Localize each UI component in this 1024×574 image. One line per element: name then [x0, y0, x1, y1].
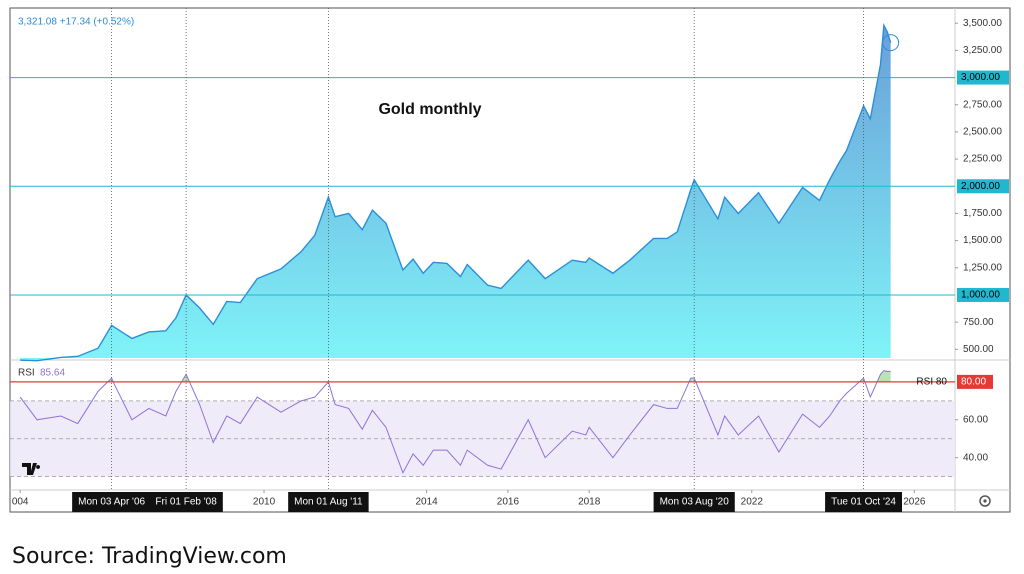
crosshair-label-box [653, 492, 735, 512]
x-tick-label: 004 [12, 497, 29, 508]
price-label: 1,000.00 [961, 290, 1000, 301]
price-label-box [957, 70, 1009, 85]
price-label-box [957, 179, 1009, 194]
crosshair-label: Tue 01 Oct '24 [831, 497, 896, 508]
y-tick-label: 1,750.00 [963, 208, 1002, 219]
y-tick-label: 3,500.00 [963, 18, 1002, 29]
y-tick-label: 3,250.00 [963, 45, 1002, 56]
tradingview-logo [22, 463, 41, 475]
source-caption: Source: TradingView.com [12, 544, 287, 569]
last-price-marker [882, 34, 900, 52]
y-tick-label: 750.00 [963, 317, 994, 328]
price-label-box [957, 287, 1009, 302]
crosshair-label: Mon 01 Aug '11 [294, 497, 363, 508]
x-tick-label: 2018 [578, 497, 601, 508]
crosshair-label: Fri 01 Feb '08 [155, 497, 217, 508]
price-area [20, 25, 891, 361]
y2-tick-label: 40.00 [963, 452, 988, 463]
chart: 500.00 750.00 1,250.00 1,500.00 1,750.00 2,25… [9, 7, 1011, 513]
crosshair-label: Mon 03 Apr '06 [78, 497, 145, 508]
rsi-threshold-box [957, 374, 993, 389]
crosshair-label: Mon 03 Aug '20 [660, 497, 730, 508]
rsi-line [19, 369, 891, 475]
y-tick-label: 1,250.00 [963, 262, 1002, 273]
y-tick-label: 1,500.00 [963, 235, 1002, 246]
y2-tick-label: 60.00 [963, 414, 988, 425]
x-tick-label: 2014 [415, 497, 438, 508]
y-tick-label: 2,500.00 [963, 127, 1002, 138]
x-tick-label: 2010 [253, 497, 276, 508]
price-line [20, 22, 892, 362]
chart-title: Gold monthly [378, 101, 481, 118]
x-tick-label: 2026 [903, 497, 926, 508]
chart-frame [9, 7, 1011, 513]
price-label: 2,000.00 [961, 181, 1000, 192]
crosshair-label-box [825, 492, 903, 512]
rsi-label: RSI [18, 368, 35, 379]
rsi-threshold-label: 80.00 [961, 377, 986, 388]
crosshair-label-box [149, 492, 223, 512]
rsi-last-value: 85.64 [40, 368, 65, 379]
crosshair-label-box [72, 492, 152, 512]
crosshair-label-box [288, 492, 369, 512]
price-label: 3,000.00 [961, 72, 1000, 83]
x-tick-label: 2022 [741, 497, 764, 508]
settings-icon[interactable] [979, 495, 991, 507]
y-tick-label: 500.00 [963, 344, 994, 355]
y-tick-label: 2,250.00 [963, 154, 1002, 165]
y-tick-label: 2,750.00 [963, 99, 1002, 110]
rsi-threshold-name: RSI 80 [916, 377, 947, 388]
price-header: 3,321.08 +17.34 (+0.52%) [18, 17, 134, 28]
x-tick-label: 2016 [497, 497, 520, 508]
